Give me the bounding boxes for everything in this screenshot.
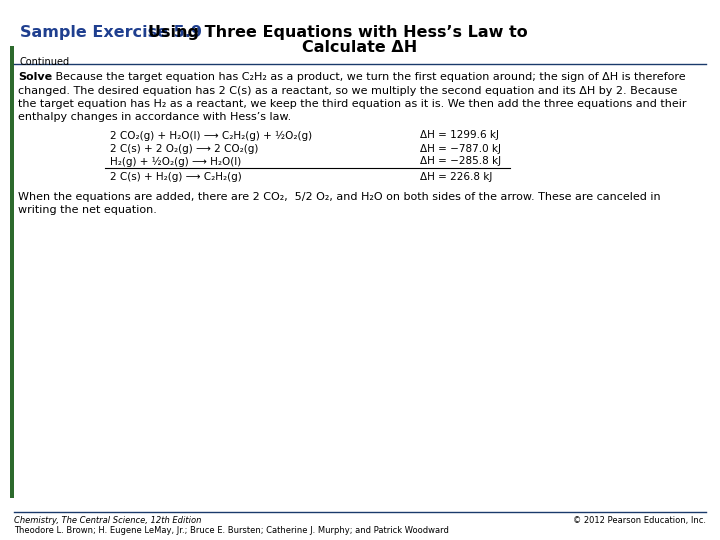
Text: 2 C(s) + 2 O₂(g) ⟶ 2 CO₂(g): 2 C(s) + 2 O₂(g) ⟶ 2 CO₂(g) (110, 144, 258, 153)
Text: 2 CO₂(g) + H₂O(l) ⟶ C₂H₂(g) + ½O₂(g): 2 CO₂(g) + H₂O(l) ⟶ C₂H₂(g) + ½O₂(g) (110, 131, 312, 140)
Text: ΔH = 226.8 kJ: ΔH = 226.8 kJ (420, 172, 492, 181)
Text: H₂(g) + ½O₂(g) ⟶ H₂O(l): H₂(g) + ½O₂(g) ⟶ H₂O(l) (110, 157, 241, 167)
Text: Theodore L. Brown; H. Eugene LeMay, Jr.; Bruce E. Bursten; Catherine J. Murphy; : Theodore L. Brown; H. Eugene LeMay, Jr.;… (14, 526, 449, 535)
Text: the target equation has H₂ as a reactant, we keep the third equation as it is. W: the target equation has H₂ as a reactant… (18, 99, 686, 109)
Text: ΔH = −787.0 kJ: ΔH = −787.0 kJ (420, 144, 501, 153)
Text: writing the net equation.: writing the net equation. (18, 205, 157, 215)
Text: changed. The desired equation has 2 C(s) as a reactant, so we multiply the secon: changed. The desired equation has 2 C(s)… (18, 85, 678, 96)
Text: Calculate ΔH: Calculate ΔH (302, 40, 418, 55)
Text: Continued: Continued (20, 57, 70, 67)
Text: ΔH = −285.8 kJ: ΔH = −285.8 kJ (420, 157, 501, 166)
Text: Sample Exercise 5.9: Sample Exercise 5.9 (20, 25, 207, 40)
Text: Because the target equation has C₂H₂ as a product, we turn the first equation ar: Because the target equation has C₂H₂ as … (52, 72, 685, 82)
Text: Using Three Equations with Hess’s Law to: Using Three Equations with Hess’s Law to (148, 25, 528, 40)
Text: ΔH = 1299.6 kJ: ΔH = 1299.6 kJ (420, 131, 499, 140)
Bar (10, 46, 14, 498)
Text: © 2012 Pearson Education, Inc.: © 2012 Pearson Education, Inc. (573, 516, 706, 525)
Text: enthalpy changes in accordance with Hess’s law.: enthalpy changes in accordance with Hess… (18, 112, 292, 123)
Text: When the equations are added, there are 2 CO₂,  5/2 O₂, and H₂O on both sides of: When the equations are added, there are … (18, 192, 661, 201)
Text: 2 C(s) + H₂(g) ⟶ C₂H₂(g): 2 C(s) + H₂(g) ⟶ C₂H₂(g) (110, 172, 242, 181)
Text: Chemistry, The Central Science, 12th Edition: Chemistry, The Central Science, 12th Edi… (14, 516, 202, 525)
Text: Solve: Solve (18, 72, 52, 82)
